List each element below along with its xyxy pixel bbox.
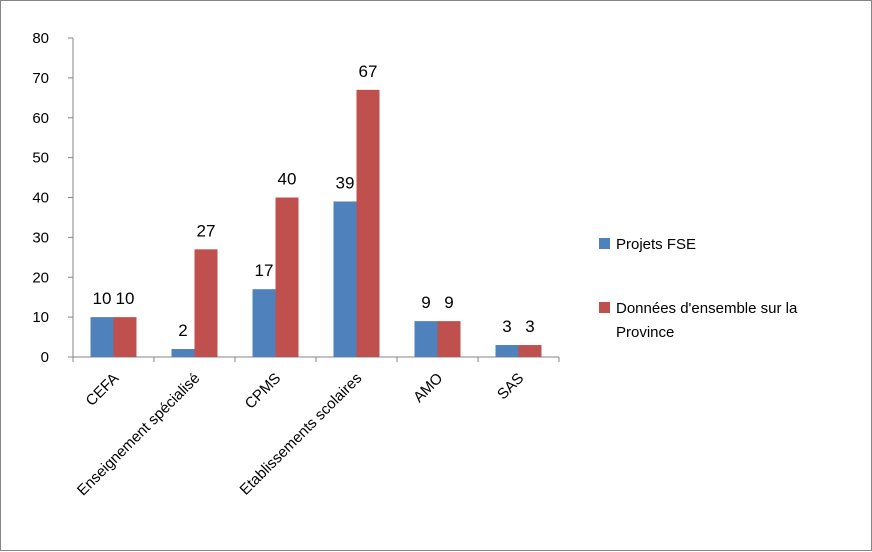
bar-projets-fse bbox=[90, 317, 114, 357]
data-label: 10 bbox=[116, 289, 135, 308]
data-label: 3 bbox=[525, 317, 534, 336]
legend-label: Projets FSE bbox=[616, 236, 696, 253]
data-label: 39 bbox=[336, 173, 355, 192]
y-tick-label: 30 bbox=[32, 229, 49, 246]
data-label: 67 bbox=[359, 62, 378, 81]
legend-swatch bbox=[599, 302, 610, 313]
data-label: 2 bbox=[178, 321, 187, 340]
data-label: 40 bbox=[278, 170, 297, 189]
x-category-label: SAS bbox=[494, 370, 527, 403]
bar-donnees-province bbox=[518, 345, 542, 357]
legend-label: Province bbox=[616, 324, 674, 341]
y-tick-label: 10 bbox=[32, 309, 49, 326]
x-category-label: CEFA bbox=[83, 370, 123, 410]
data-label: 27 bbox=[197, 221, 216, 240]
legend-swatch bbox=[599, 238, 610, 249]
x-category-label: CPMS bbox=[242, 370, 285, 413]
y-tick-label: 60 bbox=[32, 110, 49, 127]
bar-projets-fse bbox=[171, 349, 195, 357]
legend-label: Données d'ensemble sur la bbox=[616, 300, 798, 317]
data-label: 3 bbox=[502, 317, 511, 336]
data-label: 9 bbox=[421, 293, 430, 312]
y-tick-label: 0 bbox=[41, 349, 49, 366]
bar-projets-fse bbox=[252, 289, 276, 357]
bar-donnees-province bbox=[113, 317, 137, 357]
bar-donnees-province bbox=[356, 89, 380, 358]
bar-donnees-province bbox=[275, 197, 299, 357]
y-tick-label: 50 bbox=[32, 150, 49, 167]
y-tick-label: 40 bbox=[32, 190, 49, 207]
bar-donnees-province bbox=[194, 249, 218, 357]
data-label: 17 bbox=[255, 261, 274, 280]
bar-projets-fse bbox=[495, 345, 519, 357]
bar-donnees-province bbox=[437, 321, 461, 357]
y-tick-label: 80 bbox=[32, 30, 49, 47]
data-label: 9 bbox=[444, 293, 453, 312]
bar-projets-fse bbox=[333, 201, 357, 357]
data-label: 10 bbox=[93, 289, 112, 308]
y-tick-label: 20 bbox=[32, 269, 49, 286]
bar-projets-fse bbox=[414, 321, 438, 357]
x-category-label: AMO bbox=[410, 370, 446, 406]
y-tick-label: 70 bbox=[32, 70, 49, 87]
